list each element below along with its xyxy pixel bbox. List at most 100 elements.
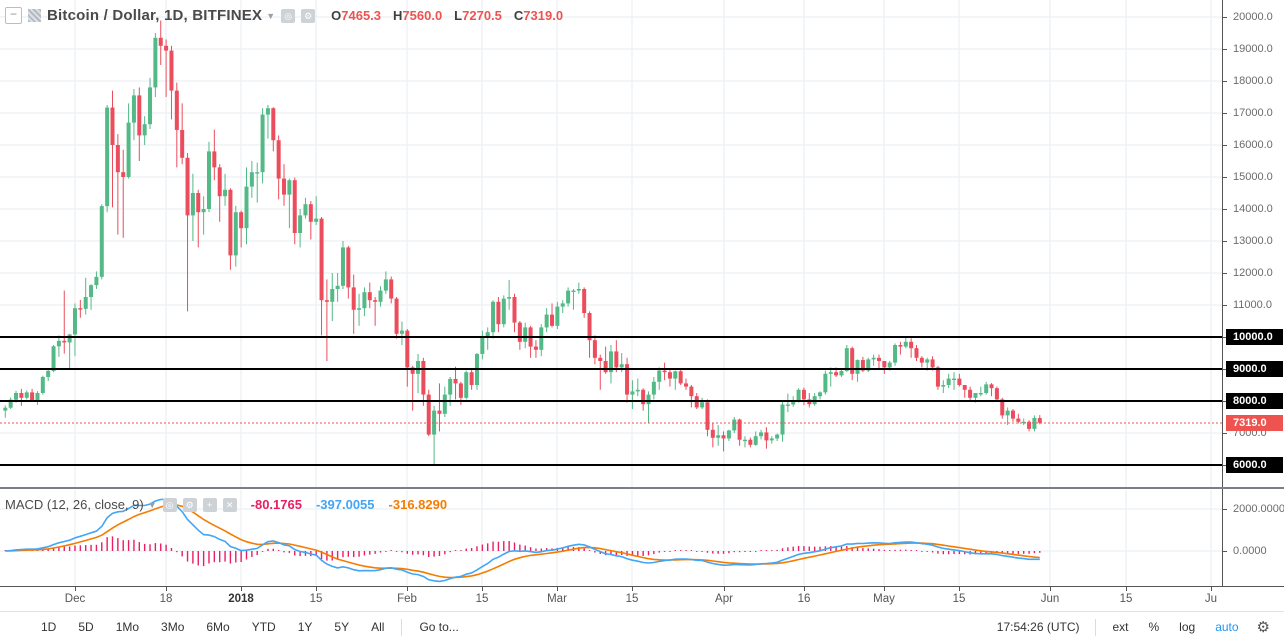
macd-tick-label: 2000.0000 xyxy=(1233,502,1284,515)
range-button-1mo[interactable]: 1Mo xyxy=(115,620,140,634)
range-button-5d[interactable]: 5D xyxy=(78,620,94,634)
price-tick xyxy=(1223,176,1227,178)
level-price-chip: 8000.0 xyxy=(1226,393,1283,409)
time-tick-label: Apr xyxy=(715,593,733,605)
price-tick-label: 17000.0 xyxy=(1233,106,1273,119)
price-tick xyxy=(1223,208,1227,210)
time-tick xyxy=(804,587,805,591)
scale-option-ext[interactable]: ext xyxy=(1112,620,1129,634)
low-value: 7270.5 xyxy=(462,8,502,23)
series-eye-icon[interactable]: ◎ xyxy=(281,8,296,23)
chevron-down-icon[interactable]: ▼ xyxy=(147,499,157,510)
time-tick xyxy=(1126,587,1127,591)
time-tick-label: 15 xyxy=(309,593,323,605)
time-tick xyxy=(241,587,242,591)
scale-option-log[interactable]: log xyxy=(1179,620,1196,634)
time-tick xyxy=(557,587,558,591)
price-tick-label: 20000.0 xyxy=(1233,10,1273,23)
price-tick xyxy=(1223,240,1227,242)
time-tick-label: 15 xyxy=(1119,593,1133,605)
settings-gear-icon[interactable]: ⚙ xyxy=(1256,619,1270,636)
time-tick xyxy=(724,587,725,591)
time-tick-label: 2018 xyxy=(228,593,254,605)
time-tick-label: 16 xyxy=(797,593,811,605)
range-button-all[interactable]: All xyxy=(371,620,385,634)
macd-add-icon[interactable]: + xyxy=(202,497,217,512)
time-tick-label: Mar xyxy=(547,593,567,605)
time-tick xyxy=(959,587,960,591)
chevron-down-icon[interactable]: ▼ xyxy=(266,10,276,21)
time-tick xyxy=(1211,587,1212,591)
price-tick xyxy=(1223,48,1227,50)
ohlc-readout: O7465.3 H7560.0 L7270.5 C7319.0 xyxy=(331,8,564,23)
time-tick xyxy=(166,587,167,591)
range-button-5y[interactable]: 5Y xyxy=(334,620,350,634)
price-tick xyxy=(1223,464,1227,466)
toolbar-divider xyxy=(401,618,403,636)
high-value: 7560.0 xyxy=(402,8,443,23)
time-tick xyxy=(75,587,76,591)
toolbar-right: 17:54:26 (UTC) ext% log auto ⚙ xyxy=(987,616,1272,638)
scale-option-percent[interactable]: % xyxy=(1148,620,1160,634)
pane-separator[interactable] xyxy=(0,487,1284,489)
macd-indicator-pane[interactable] xyxy=(0,490,1222,586)
time-tick-label: May xyxy=(873,593,895,605)
bottom-toolbar: 1D 5D 1Mo 3Mo 6Mo YTD 1Y 5Y All Go to... 17:54:2… xyxy=(0,611,1284,641)
main-series-legend: − Bitcoin / Dollar, 1D, BITFINEX ▼ ◎ ⚙ O… xyxy=(5,7,563,24)
scale-options: ext% log auto xyxy=(1102,620,1248,634)
main-price-pane[interactable] xyxy=(0,0,1222,488)
time-tick xyxy=(316,587,317,591)
open-value: 7465.3 xyxy=(341,8,382,23)
price-tick-label: 19000.0 xyxy=(1233,42,1273,55)
time-axis[interactable]: Dec 18 2018 15 Feb 15 Mar 15 Apr 16 May 15 Jun 15 Ju xyxy=(0,586,1284,612)
time-tick xyxy=(482,587,483,591)
toolbar-divider xyxy=(1095,618,1097,636)
time-tick-label: 18 xyxy=(159,593,173,605)
macd-tick xyxy=(1223,550,1227,552)
symbol-title: Bitcoin / Dollar, 1D, BITFINEX xyxy=(47,7,263,24)
macd-tick-label: 0.0000 xyxy=(1233,544,1267,557)
price-tick xyxy=(1223,144,1227,146)
macd-tick xyxy=(1223,508,1227,510)
price-tick xyxy=(1223,368,1227,370)
level-price-chip: 10000.0 xyxy=(1226,329,1283,345)
macd-signal-value: -316.8290 xyxy=(388,497,448,512)
time-tick-label: 15 xyxy=(625,593,639,605)
series-gear-icon[interactable]: ⚙ xyxy=(301,8,316,23)
time-tick xyxy=(1050,587,1051,591)
time-tick-label: 15 xyxy=(475,593,489,605)
price-tick-label: 15000.0 xyxy=(1233,170,1273,183)
time-tick-label: Ju xyxy=(1204,593,1218,605)
price-tick xyxy=(1223,336,1227,338)
price-tick xyxy=(1223,400,1227,402)
price-tick-label: 16000.0 xyxy=(1233,138,1273,151)
scale-option-auto[interactable]: auto xyxy=(1215,620,1239,634)
range-button-6mo[interactable]: 6Mo xyxy=(206,620,230,634)
price-tick-label: 14000.0 xyxy=(1233,202,1273,215)
range-button-1d[interactable]: 1D xyxy=(41,620,57,634)
price-tick-label: 18000.0 xyxy=(1233,74,1273,87)
macd-histogram-value: -80.1765 xyxy=(250,497,302,512)
range-selector: 1D 5D 1Mo 3Mo 6Mo YTD 1Y 5Y All xyxy=(30,616,395,638)
price-tick xyxy=(1223,304,1227,306)
macd-gear-icon[interactable]: ⚙ xyxy=(182,497,197,512)
time-tick-label: Dec xyxy=(64,593,86,605)
range-button-ytd[interactable]: YTD xyxy=(251,620,276,634)
time-tick xyxy=(632,587,633,591)
close-value: 7319.0 xyxy=(523,8,564,23)
macd-values: -80.1765 -397.0055 -316.8290 xyxy=(251,497,447,512)
price-axis[interactable]: 6000.07000.08000.09000.010000.011000.012… xyxy=(1222,0,1284,586)
macd-eye-icon[interactable]: ◎ xyxy=(162,497,177,512)
goto-button[interactable]: Go to... xyxy=(419,620,459,634)
macd-line-value: -397.0055 xyxy=(315,497,375,512)
price-tick xyxy=(1223,16,1227,18)
time-tick-label: Jun xyxy=(1040,593,1060,605)
range-button-3mo[interactable]: 3Mo xyxy=(161,620,185,634)
macd-close-icon[interactable]: ✕ xyxy=(222,497,237,512)
collapse-pane-button[interactable]: − xyxy=(5,7,22,24)
price-tick xyxy=(1223,112,1227,114)
last-price-chip: 7319.0 xyxy=(1226,414,1283,431)
clock[interactable]: 17:54:26 (UTC) xyxy=(996,620,1080,634)
range-button-1y[interactable]: 1Y xyxy=(297,620,313,634)
price-tick-label: 12000.0 xyxy=(1233,266,1273,279)
